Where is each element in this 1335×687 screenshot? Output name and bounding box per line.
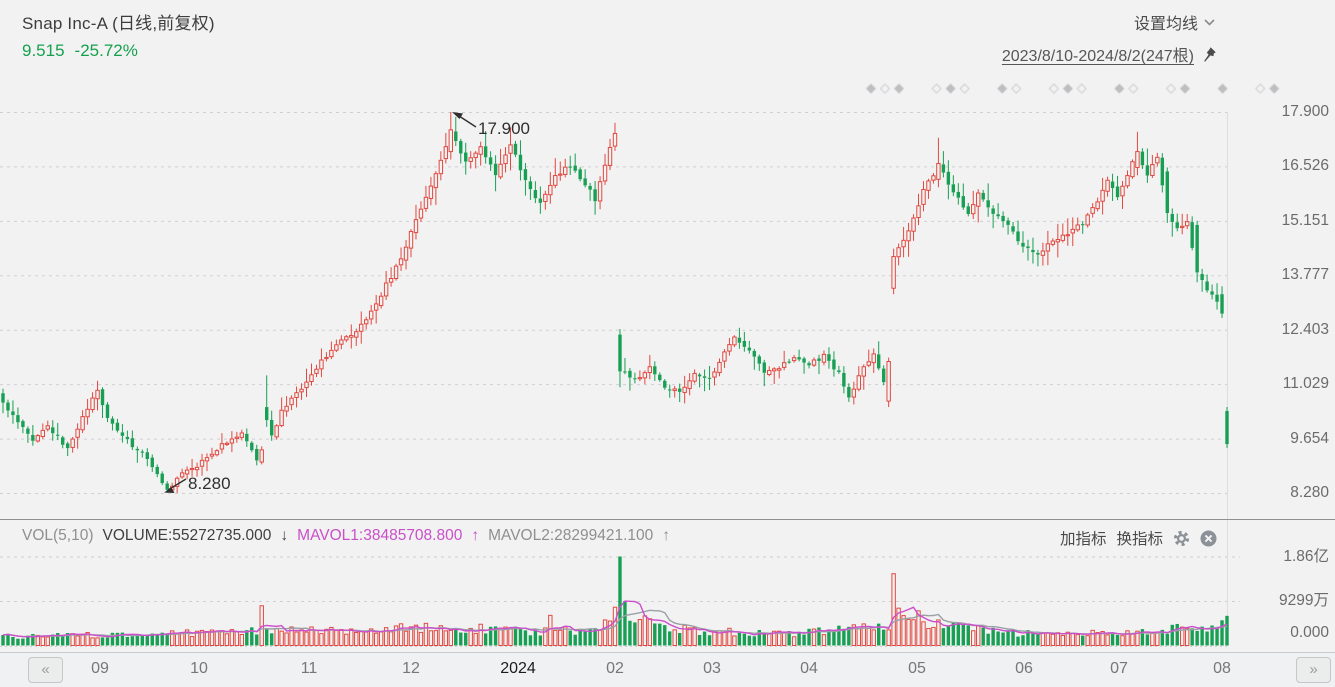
date-range-row: 2023/8/10-2024/8/2(247根) bbox=[1002, 42, 1217, 66]
time-axis-label: 08 bbox=[1213, 660, 1231, 677]
svg-text:8.280: 8.280 bbox=[188, 474, 231, 493]
price-axis-label: 17.900 bbox=[1281, 103, 1329, 120]
price-axis-label: 13.777 bbox=[1281, 266, 1329, 284]
watermark-glyphs: ◆◇◆ ◇◆◇ ◆◇ ◇◆◇ ◆◇ ◇◆ ◆ ◇◆ bbox=[866, 80, 1284, 95]
time-axis-label: 11 bbox=[300, 660, 318, 677]
mavol1-value: MAVOL1:38485708.800 bbox=[297, 527, 463, 544]
ma-settings-button[interactable]: 设置均线 bbox=[1134, 10, 1215, 34]
time-axis-label: 10 bbox=[190, 660, 208, 677]
time-axis-label: 09 bbox=[91, 660, 109, 677]
scroll-left-button[interactable]: « bbox=[28, 657, 63, 683]
vol-params-label[interactable]: VOL(5,10) bbox=[22, 527, 94, 544]
volume-axis: 1.86亿 9299万 0.000 bbox=[1241, 0, 1329, 660]
price-axis-label: 11.029 bbox=[1282, 375, 1329, 393]
price-axis-label: 9.654 bbox=[1290, 429, 1329, 447]
volume-axis-label: 0.000 bbox=[1290, 624, 1329, 641]
mavol1-direction-arrow: ↑ bbox=[471, 527, 480, 544]
volume-indicator-header: VOL(5,10) VOLUME:55272735.000 ↓ MAVOL1:3… bbox=[22, 527, 670, 545]
mavol2-direction-arrow: ↑ bbox=[662, 527, 671, 544]
volume-axis-label: 9299万 bbox=[1279, 592, 1329, 609]
mavol2-value: MAVOL2:28299421.100 bbox=[488, 527, 654, 544]
volume-direction-arrow: ↓ bbox=[280, 527, 289, 544]
price-axis-label: 15.151 bbox=[1281, 211, 1329, 229]
scroll-right-button[interactable]: » bbox=[1296, 657, 1331, 683]
last-price: 9.515 bbox=[22, 41, 65, 60]
time-axis-label: 05 bbox=[908, 660, 926, 677]
time-axis-label: 07 bbox=[1110, 660, 1128, 677]
time-axis-label: 04 bbox=[800, 660, 818, 677]
volume-axis-label: 1.86亿 bbox=[1283, 548, 1329, 565]
switch-indicator-button[interactable]: 换指标 bbox=[1116, 531, 1163, 548]
symbol-title: Snap Inc-A (日线,前复权) bbox=[22, 14, 215, 33]
price-row: 9.515 -25.72% bbox=[22, 41, 148, 61]
date-range-link[interactable]: 2023/8/10-2024/8/2(247根) bbox=[1001, 48, 1194, 65]
indicator-settings-gear-icon[interactable] bbox=[1173, 530, 1190, 547]
pane-separator bbox=[0, 519, 1335, 520]
chevron-down-icon bbox=[1204, 18, 1215, 26]
add-indicator-button[interactable]: 加指标 bbox=[1059, 531, 1107, 548]
time-axis-label: 2024 bbox=[500, 660, 536, 677]
time-axis: « » 09 10 11 12 2024 02 03 04 05 06 07 08 bbox=[0, 652, 1335, 687]
ma-settings-label: 设置均线 bbox=[1133, 16, 1198, 33]
pin-icon bbox=[1204, 46, 1216, 62]
time-axis-label: 12 bbox=[402, 660, 420, 677]
svg-text:17.900: 17.900 bbox=[478, 119, 530, 138]
price-axis: 17.900 16.526 15.151 13.777 12.403 11.029 9.65… bbox=[1241, 0, 1329, 520]
change-percent: -25.72% bbox=[74, 41, 138, 60]
time-axis-label: 02 bbox=[606, 660, 624, 677]
time-axis-label: 03 bbox=[703, 660, 721, 677]
price-axis-label: 8.280 bbox=[1290, 484, 1329, 501]
time-axis-label: 06 bbox=[1015, 660, 1033, 677]
price-axis-label: 12.403 bbox=[1281, 320, 1329, 338]
price-axis-label: 16.526 bbox=[1281, 157, 1329, 175]
volume-value: VOLUME:55272735.000 bbox=[102, 527, 272, 544]
indicator-tools: 加指标 换指标 bbox=[1060, 527, 1217, 549]
indicator-close-icon[interactable] bbox=[1200, 530, 1217, 547]
